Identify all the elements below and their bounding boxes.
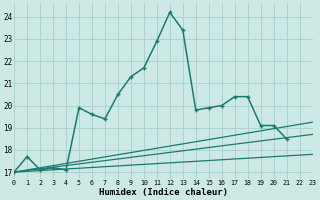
X-axis label: Humidex (Indice chaleur): Humidex (Indice chaleur) (99, 188, 228, 197)
